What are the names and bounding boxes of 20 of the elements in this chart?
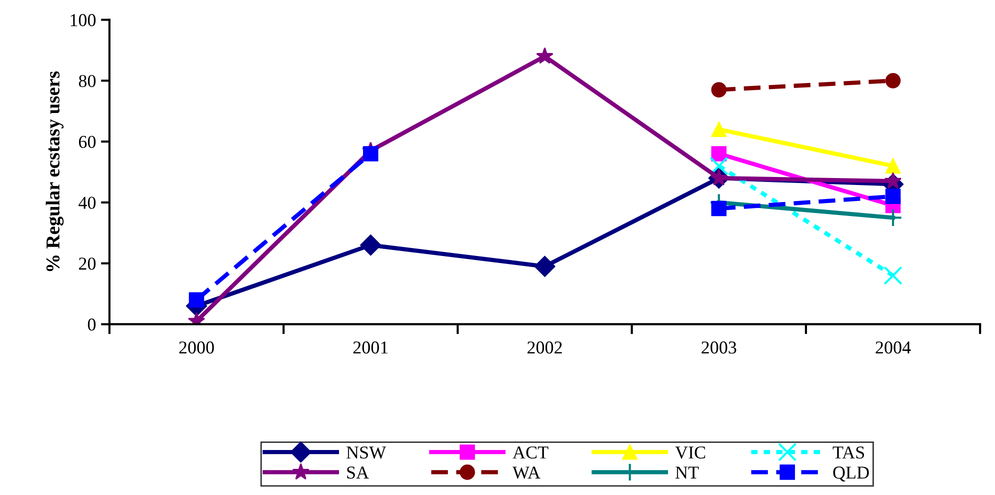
y-tick-label: 60 bbox=[78, 136, 96, 148]
x-tick-label: 2004 bbox=[876, 341, 911, 354]
y-tick-label: 80 bbox=[78, 74, 96, 88]
legend-label: NT bbox=[676, 466, 699, 479]
legend-label: ACT bbox=[512, 446, 548, 459]
y-tick-label: 100 bbox=[70, 14, 96, 26]
legend-label: WA bbox=[512, 466, 540, 479]
y-tick-label: 0 bbox=[88, 318, 96, 331]
y-axis-title: % Regular ecstasy users bbox=[46, 71, 64, 272]
legend-label: NSW bbox=[346, 446, 386, 459]
legend-label: VIC bbox=[675, 446, 706, 459]
y-tick-label: 40 bbox=[78, 196, 96, 209]
legend-label: QLD bbox=[833, 466, 869, 482]
x-tick-label: 2003 bbox=[702, 341, 736, 354]
x-tick-label: 2001 bbox=[353, 341, 388, 354]
x-tick-label: 2000 bbox=[179, 341, 214, 354]
y-tick-label: 20 bbox=[78, 258, 96, 270]
legend-label: TAS bbox=[832, 446, 864, 459]
legend-label: SA bbox=[347, 466, 369, 479]
x-tick-label: 2002 bbox=[528, 341, 562, 354]
